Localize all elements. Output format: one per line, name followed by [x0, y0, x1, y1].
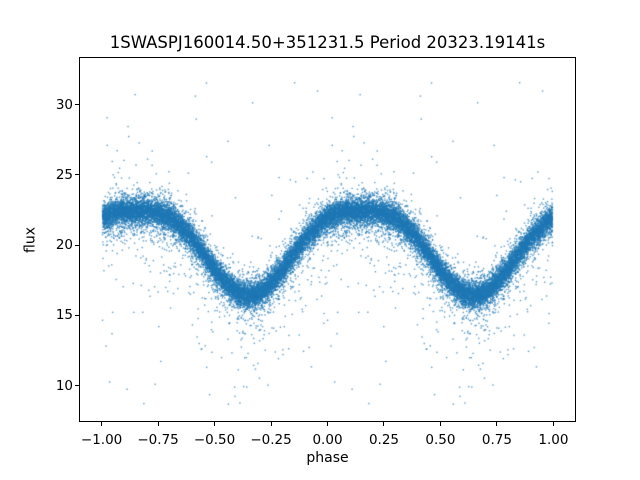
y-tick-label: 10	[55, 377, 73, 394]
y-tick-label: 25	[55, 166, 73, 183]
x-tick-mark	[327, 422, 328, 426]
x-axis-label: phase	[306, 450, 349, 466]
x-tick-label: −0.25	[250, 432, 292, 448]
x-tick-mark	[496, 422, 498, 426]
y-tick-mark	[75, 385, 79, 386]
x-tick-label: −0.50	[193, 432, 236, 448]
scatter-points-canvas	[80, 58, 575, 421]
x-tick-label: 1.00	[538, 432, 569, 448]
y-tick-label: 30	[55, 96, 73, 113]
x-tick-mark	[101, 422, 103, 426]
x-tick-label: −0.75	[137, 432, 179, 448]
y-tick-mark	[75, 314, 79, 316]
y-axis-label: flux	[22, 227, 39, 253]
x-tick-mark	[439, 422, 441, 426]
x-tick-mark	[552, 422, 554, 426]
y-tick-mark	[75, 174, 79, 176]
x-tick-label: 0.25	[368, 432, 399, 448]
x-tick-mark	[270, 422, 272, 426]
plot-area	[79, 57, 576, 422]
x-tick-mark	[214, 422, 216, 426]
x-tick-mark	[383, 422, 385, 426]
x-tick-label: 0.75	[481, 432, 512, 448]
x-tick-mark	[157, 422, 159, 426]
x-tick-label: 0.50	[425, 432, 456, 448]
y-tick-mark	[75, 104, 79, 106]
chart-title: 1SWASPJ160014.50+351231.5 Period 20323.1…	[109, 33, 546, 52]
y-tick-mark	[75, 244, 79, 246]
x-tick-label: 0.00	[312, 432, 343, 448]
y-tick-label: 20	[55, 237, 73, 254]
y-tick-label: 15	[55, 307, 73, 324]
x-tick-label: −1.00	[80, 432, 123, 448]
